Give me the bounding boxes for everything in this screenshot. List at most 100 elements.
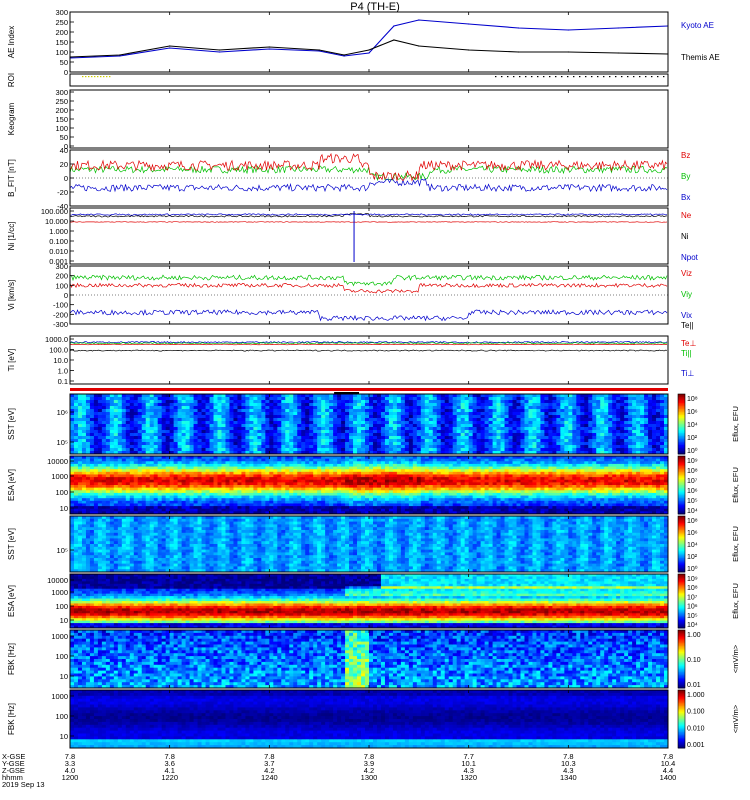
spectrogram-cell	[520, 433, 525, 437]
spectrogram-cell	[241, 400, 246, 404]
spectrogram-cell	[281, 479, 286, 483]
spectrogram-cell	[81, 421, 87, 425]
spectrogram-cell	[452, 439, 458, 443]
spectrogram-cell	[209, 482, 214, 486]
y-tick-label: 300	[55, 88, 68, 97]
spectrogram-cell	[293, 412, 298, 416]
spectrogram-cell	[313, 458, 318, 462]
spectrogram-cell	[241, 406, 246, 410]
spectrogram-cell	[357, 471, 362, 475]
spectrogram-cell	[540, 433, 545, 437]
spectrogram-cell	[281, 397, 286, 401]
spectrogram-cell	[289, 492, 294, 496]
spectrogram-cell	[452, 406, 458, 410]
spectrogram-cell	[420, 451, 426, 455]
spectrogram-cell	[432, 421, 438, 425]
spectrogram-cell	[261, 461, 266, 465]
spectrogram-cell	[337, 436, 342, 440]
spectrogram-cell	[504, 412, 509, 416]
spectrogram-cell	[484, 436, 489, 440]
spectrogram-cell	[636, 406, 641, 410]
spectrogram-cell	[241, 424, 246, 428]
spectrogram-cell	[297, 461, 302, 465]
spectrogram-cell	[357, 474, 362, 478]
spectrogram-cell	[273, 482, 278, 486]
spectrogram-cell	[181, 397, 187, 401]
spectrogram-cell	[81, 474, 87, 478]
spectrogram-cell	[329, 498, 334, 502]
spectrogram-cell	[157, 479, 163, 483]
spectrogram-cell	[313, 445, 318, 449]
spectrogram-cell	[145, 482, 151, 486]
spectrogram-cell	[233, 430, 238, 434]
spectrogram-cell	[209, 433, 214, 437]
spectrogram-cell	[305, 439, 310, 443]
roi-mark	[100, 76, 102, 78]
spectrogram-cell	[496, 415, 501, 419]
spectrogram-cell	[321, 439, 326, 443]
spectrogram-cell	[165, 477, 171, 481]
spectrogram-cell	[404, 433, 410, 437]
spectrogram-cell	[388, 430, 394, 434]
spectrogram-cell	[70, 436, 75, 440]
spectrogram-cell	[317, 500, 322, 504]
spectrogram-cell	[628, 430, 633, 434]
spectrogram-cell	[237, 439, 242, 443]
spectrogram-cell	[113, 500, 119, 504]
spectrogram-cell	[81, 394, 87, 398]
spectrogram-cell	[229, 495, 234, 499]
spectrogram-cell	[349, 433, 354, 437]
colorbar-tick-label: 10⁶	[687, 409, 698, 416]
spectrogram-cell	[428, 418, 434, 422]
spectrogram-cell	[468, 409, 474, 413]
spectrogram-cell	[157, 503, 163, 507]
spectrogram-cell	[345, 487, 350, 491]
spectrogram-cell	[145, 477, 151, 481]
spectrogram-cell	[297, 482, 302, 486]
spectrogram-cell	[157, 436, 163, 440]
spectrogram-cell	[70, 421, 75, 425]
spectrogram-cell	[532, 439, 537, 443]
spectrogram-cell	[345, 492, 350, 496]
spectrogram-cell	[357, 448, 362, 452]
spectrogram-cell	[592, 421, 597, 425]
spectrogram-cell	[221, 430, 226, 434]
spectrogram-cell	[564, 430, 569, 434]
spectrogram-cell	[113, 430, 119, 434]
spectrogram-cell	[349, 430, 354, 434]
spectrogram-cell	[420, 409, 426, 413]
spectrogram-cell	[480, 394, 486, 398]
spectrogram-cell	[540, 442, 545, 446]
spectrogram-cell	[349, 406, 354, 410]
spectrogram-cell	[189, 469, 194, 473]
spectrogram-cell	[317, 503, 322, 507]
spectrogram-cell	[313, 427, 318, 431]
spectrogram-cell	[412, 427, 418, 431]
spectrogram-cell	[269, 451, 274, 455]
spectrogram-cell	[612, 433, 617, 437]
spectrogram-cell	[117, 503, 123, 507]
spectrogram-cell	[492, 439, 497, 443]
spectrogram-cell	[233, 433, 238, 437]
spectrogram-cell	[361, 498, 366, 502]
spectrogram-cell	[309, 461, 314, 465]
spectrogram-cell	[488, 433, 493, 437]
spectrogram-cell	[572, 394, 577, 398]
spectrogram-cell	[365, 471, 370, 475]
spectrogram-cell	[261, 433, 266, 437]
spectrogram-cell	[121, 487, 127, 491]
spectrogram-cell	[193, 451, 198, 455]
spectrogram-cell	[89, 506, 95, 510]
spectrogram-cell	[305, 461, 310, 465]
spectrogram-cell	[588, 445, 593, 449]
spectrogram-cell	[345, 508, 350, 512]
spectrogram-cell	[89, 412, 95, 416]
spectrogram-cell	[225, 471, 230, 475]
spectrogram-cell	[528, 433, 533, 437]
spectrogram-cell	[640, 436, 645, 440]
roi-mark	[495, 76, 497, 78]
spectrogram-cell	[109, 487, 115, 491]
spectrogram-cell	[81, 418, 87, 422]
colorbar-cell	[678, 421, 685, 423]
spectrogram-cell	[317, 466, 322, 470]
